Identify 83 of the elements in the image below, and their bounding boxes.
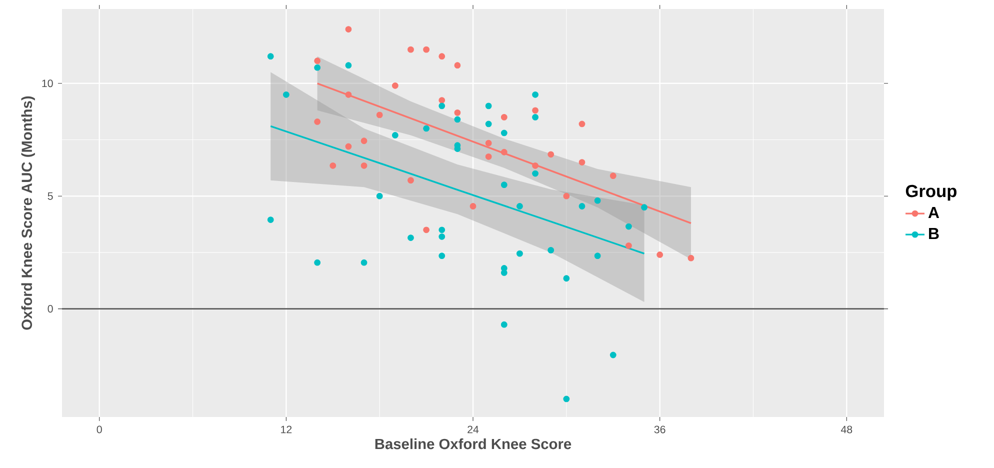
point xyxy=(314,259,321,266)
point xyxy=(423,46,430,53)
point xyxy=(438,252,446,260)
y-tick-label: 5 xyxy=(48,192,53,200)
point xyxy=(532,91,538,98)
y-tick-label: 0 xyxy=(48,305,53,313)
point xyxy=(610,352,616,358)
point xyxy=(454,62,461,69)
point xyxy=(532,114,538,120)
legend-title: Group xyxy=(906,184,956,201)
point xyxy=(392,132,398,138)
point xyxy=(376,112,383,118)
x-tick-label: 36 xyxy=(654,426,666,434)
point xyxy=(314,64,321,71)
point xyxy=(516,203,523,210)
point xyxy=(532,162,538,169)
x-tick-label: 12 xyxy=(281,426,292,434)
point xyxy=(282,91,290,98)
point xyxy=(485,153,492,160)
point xyxy=(532,170,538,177)
point xyxy=(563,396,570,402)
point xyxy=(485,102,492,110)
point xyxy=(438,233,446,240)
point xyxy=(563,192,570,200)
point xyxy=(625,223,632,230)
point xyxy=(500,182,508,188)
x-tick-label: 48 xyxy=(840,426,852,434)
point xyxy=(594,197,601,204)
point xyxy=(548,151,554,158)
point xyxy=(438,97,446,104)
point xyxy=(376,192,383,200)
point xyxy=(267,216,274,223)
point xyxy=(314,118,321,125)
point xyxy=(578,120,586,128)
point xyxy=(500,270,508,276)
point xyxy=(578,159,586,166)
point xyxy=(408,46,414,53)
point xyxy=(345,91,352,98)
point xyxy=(485,140,492,146)
point xyxy=(454,116,461,123)
point xyxy=(330,162,336,169)
point xyxy=(485,120,492,128)
legend-label: A xyxy=(928,207,940,218)
point xyxy=(516,250,523,257)
point xyxy=(625,242,632,249)
point xyxy=(408,177,414,184)
x-axis-title: Baseline Oxford Knee Score xyxy=(375,438,572,450)
x-tick-label: 0 xyxy=(96,426,102,434)
legend-label: B xyxy=(929,228,939,240)
point xyxy=(360,162,368,169)
point xyxy=(500,114,508,120)
point xyxy=(610,172,616,180)
point xyxy=(641,204,648,211)
point xyxy=(408,234,414,241)
point xyxy=(578,203,586,210)
point xyxy=(345,62,352,69)
point xyxy=(688,254,694,262)
line-series xyxy=(270,125,646,254)
point xyxy=(360,138,368,144)
point xyxy=(267,53,274,60)
point xyxy=(500,321,508,328)
point xyxy=(500,130,508,136)
x-tick-label: 24 xyxy=(468,426,479,434)
point xyxy=(500,148,508,156)
point xyxy=(548,246,554,254)
point xyxy=(656,252,664,258)
point xyxy=(345,26,352,32)
point xyxy=(392,82,398,89)
point xyxy=(532,107,538,114)
point xyxy=(438,226,446,234)
y-axis-title: Oxford Knee Score AUC (Months) xyxy=(21,96,35,330)
point xyxy=(470,203,476,210)
point xyxy=(423,226,430,234)
point xyxy=(454,109,461,116)
point xyxy=(438,53,446,60)
point xyxy=(563,275,570,282)
point xyxy=(594,252,601,260)
point xyxy=(314,58,321,64)
point xyxy=(423,125,430,132)
y-tick-label: 10 xyxy=(42,80,53,88)
point xyxy=(360,259,368,266)
point xyxy=(345,143,352,150)
point xyxy=(438,102,446,110)
